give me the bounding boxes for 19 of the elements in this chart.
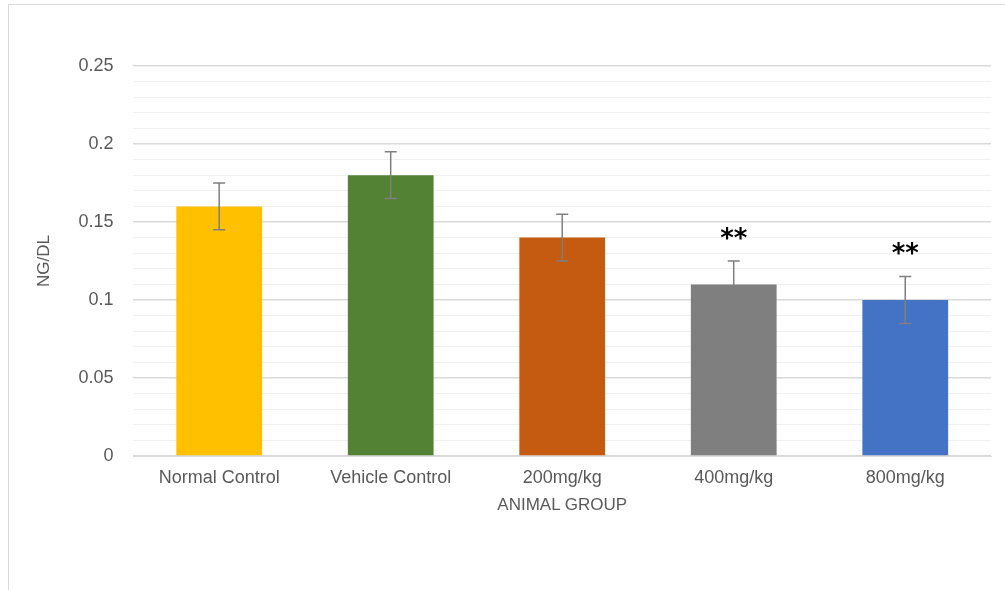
y-tick-label: 0.05 <box>78 366 114 387</box>
bar <box>862 300 949 456</box>
x-tick-label: 400mg/kg <box>694 466 774 487</box>
y-tick-label: 0.2 <box>88 132 114 153</box>
y-tick-label: 0.1 <box>88 288 114 309</box>
bar <box>347 175 434 456</box>
y-axis-title: NG/DL <box>33 235 53 287</box>
annotation: ** <box>720 222 748 253</box>
bar <box>176 206 263 456</box>
x-axis-title: ANIMAL GROUP <box>497 495 628 515</box>
x-tick-label: 200mg/kg <box>522 466 602 487</box>
x-tick-label: 800mg/kg <box>865 466 945 487</box>
y-tick-label: 0 <box>103 444 114 465</box>
x-tick-label: Normal Control <box>158 466 280 487</box>
x-tick-label: Vehicle Control <box>330 466 452 487</box>
y-tick-label: 0.15 <box>78 210 114 231</box>
annotation: ** <box>891 238 920 269</box>
y-tick-label: 0.25 <box>78 54 114 75</box>
bar <box>519 237 606 456</box>
